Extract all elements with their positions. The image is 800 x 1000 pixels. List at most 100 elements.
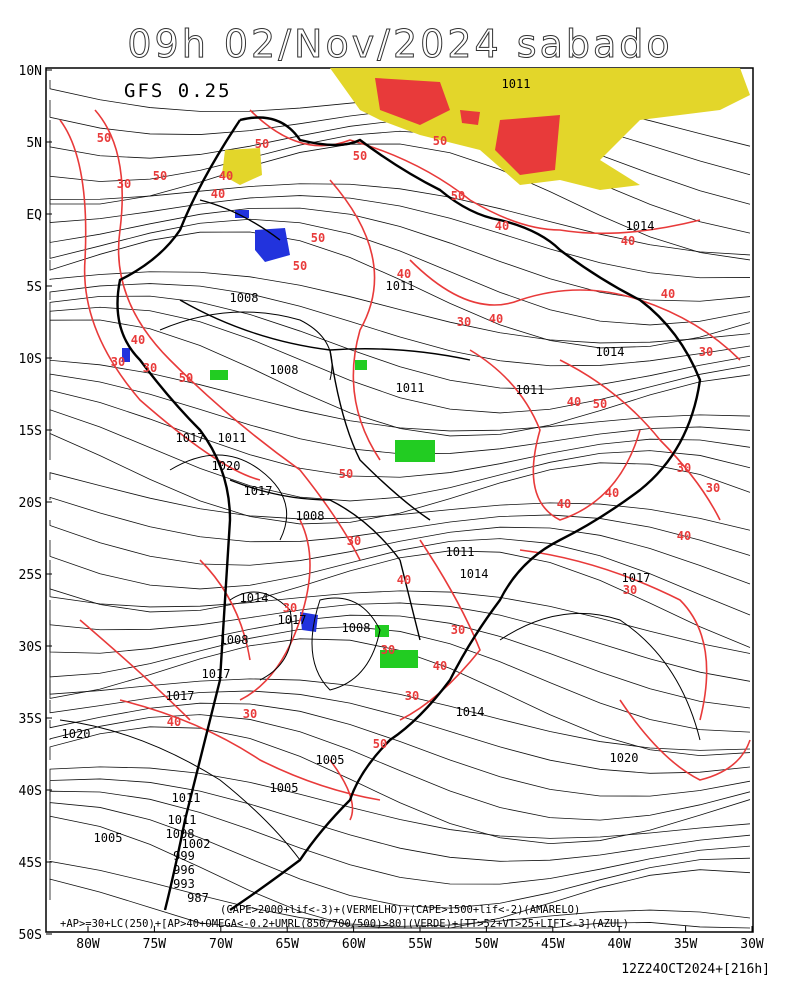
pressure-label: 1005 — [270, 781, 299, 795]
pressure-label: 1008 — [220, 633, 249, 647]
pressure-label: 1020 — [212, 459, 241, 473]
red-contour-label: 30 — [451, 623, 465, 637]
red-contour-label: 50 — [373, 737, 387, 751]
red-contour-label: 40 — [661, 287, 675, 301]
pressure-label: 1017 — [176, 431, 205, 445]
lat-label: 35S — [19, 712, 42, 727]
red-contour-label: 50 — [179, 371, 193, 385]
pressure-label: 1008 — [296, 509, 325, 523]
pressure-label: 1005 — [316, 753, 345, 767]
pressure-label: 1011 — [446, 545, 475, 559]
blue-areas — [122, 210, 318, 632]
red-contour-label: 50 — [255, 137, 269, 151]
map-title: 09h 02/Nov/2024 sabado — [127, 22, 673, 67]
red-contour-label: 30 — [706, 481, 720, 495]
pressure-label: 1002 — [182, 837, 211, 851]
lon-label: 80W — [76, 937, 100, 952]
pressure-label: 1014 — [596, 345, 625, 359]
lon-label: 65W — [275, 937, 299, 952]
isobars — [59, 311, 701, 861]
red-contour-label: 50 — [433, 134, 447, 148]
streamlines — [49, 80, 751, 929]
pressure-label: 1017 — [202, 667, 231, 681]
red-contour-label: 30 — [347, 534, 361, 548]
lat-label: 5N — [26, 136, 42, 151]
pressure-label: 1020 — [610, 751, 639, 765]
red-contour-label: 30 — [677, 461, 691, 475]
pressure-label: 1008 — [342, 621, 371, 635]
pressure-label: 1014 — [626, 219, 655, 233]
red-contour-label: 30 — [283, 601, 297, 615]
run-info: 12Z24OCT2024+[216h] — [621, 962, 770, 977]
pressure-label: 1011 — [516, 383, 545, 397]
lat-label: 30S — [19, 640, 42, 655]
pressure-label: 1014 — [456, 705, 485, 719]
latitude-axis: 10N 5N EQ 5S 10S 15S 20S 25S 30S 35S 40S 45S 50S — [19, 64, 52, 943]
pressure-label: 1005 — [94, 831, 123, 845]
pressure-label: 1011 — [172, 791, 201, 805]
lat-label: 20S — [19, 496, 42, 511]
lat-label: 50S — [19, 928, 42, 943]
pressure-label: 1017 — [244, 484, 273, 498]
red-contours — [59, 109, 751, 821]
red-contour-label: 40 — [211, 187, 225, 201]
red-contour-label: 40 — [567, 395, 581, 409]
red-contour-label: 50 — [311, 231, 325, 245]
red-contour-label: 40 — [495, 219, 509, 233]
red-contour-label: 30 — [623, 583, 637, 597]
lon-label: 55W — [408, 937, 432, 952]
red-contour-label: 30 — [117, 177, 131, 191]
lat-label: 15S — [19, 424, 42, 439]
pressure-label: 993 — [173, 877, 195, 891]
red-contour-label: 50 — [451, 189, 465, 203]
red-contour-label: 40 — [621, 234, 635, 248]
pressure-label: 996 — [173, 863, 195, 877]
red-contour-label: 40 — [397, 267, 411, 281]
lon-label: 40W — [607, 937, 631, 952]
map-frame — [45, 67, 754, 933]
pressure-label: 1020 — [62, 727, 91, 741]
legend-line-2: +AP>=30+LC(250)+[AP>40+OMEGA<-0.2+UMRL(8… — [60, 918, 629, 930]
red-contour-label: 50 — [353, 149, 367, 163]
red-contour-label: 40 — [557, 497, 571, 511]
lat-label: 5S — [26, 280, 42, 295]
lon-label: 50W — [475, 937, 499, 952]
red-contour-labels: 50 50 40 40 50 50 50 40 40 50 50 40 30 40 40 50 40 30 30 40… — [97, 131, 720, 751]
red-contour-label: 40 — [219, 169, 233, 183]
pressure-label: 1017 — [278, 613, 307, 627]
lon-label: 60W — [342, 937, 366, 952]
pressure-label: 1011 — [218, 431, 247, 445]
red-contour-label: 50 — [97, 131, 111, 145]
lon-label: 35W — [674, 937, 698, 952]
red-contour-label: 50 — [339, 467, 353, 481]
lat-label: 10S — [19, 352, 42, 367]
lat-label: 10N — [19, 64, 42, 79]
red-contour-label: 50 — [593, 397, 607, 411]
red-contour-label: 40 — [433, 659, 447, 673]
red-contour-label: 40 — [397, 573, 411, 587]
red-contour-label: 40 — [489, 312, 503, 326]
red-contour-label: 30 — [457, 315, 471, 329]
red-contour-label: 50 — [153, 169, 167, 183]
pressure-labels: 1011 1014 1011 1008 1008 1011 1011 1014 1017 1011… — [62, 77, 655, 905]
pressure-label: 1008 — [230, 291, 259, 305]
pressure-label: 999 — [173, 849, 195, 863]
pressure-label: 1011 — [396, 381, 425, 395]
red-contour-label: 30 — [699, 345, 713, 359]
pressure-label: 1017 — [622, 571, 651, 585]
pressure-label: 1011 — [386, 279, 415, 293]
red-contour-label: 40 — [605, 486, 619, 500]
lon-label: 75W — [143, 937, 167, 952]
legend-line-1: (CAPE>2000+lif<-3)+(VERMELHO)+(CAPE>1500… — [220, 904, 581, 916]
pressure-label: 1008 — [270, 363, 299, 377]
red-contour-label: 40 — [167, 715, 181, 729]
red-contour-label: 30 — [143, 361, 157, 375]
red-contour-label: 30 — [111, 355, 125, 369]
lat-label: 25S — [19, 568, 42, 583]
model-label: GFS 0.25 — [124, 80, 232, 102]
lon-label: 30W — [740, 937, 764, 952]
red-cape-areas — [375, 78, 560, 175]
coastlines — [116, 116, 702, 911]
lon-label: 70W — [209, 937, 233, 952]
lat-label: 45S — [19, 856, 42, 871]
